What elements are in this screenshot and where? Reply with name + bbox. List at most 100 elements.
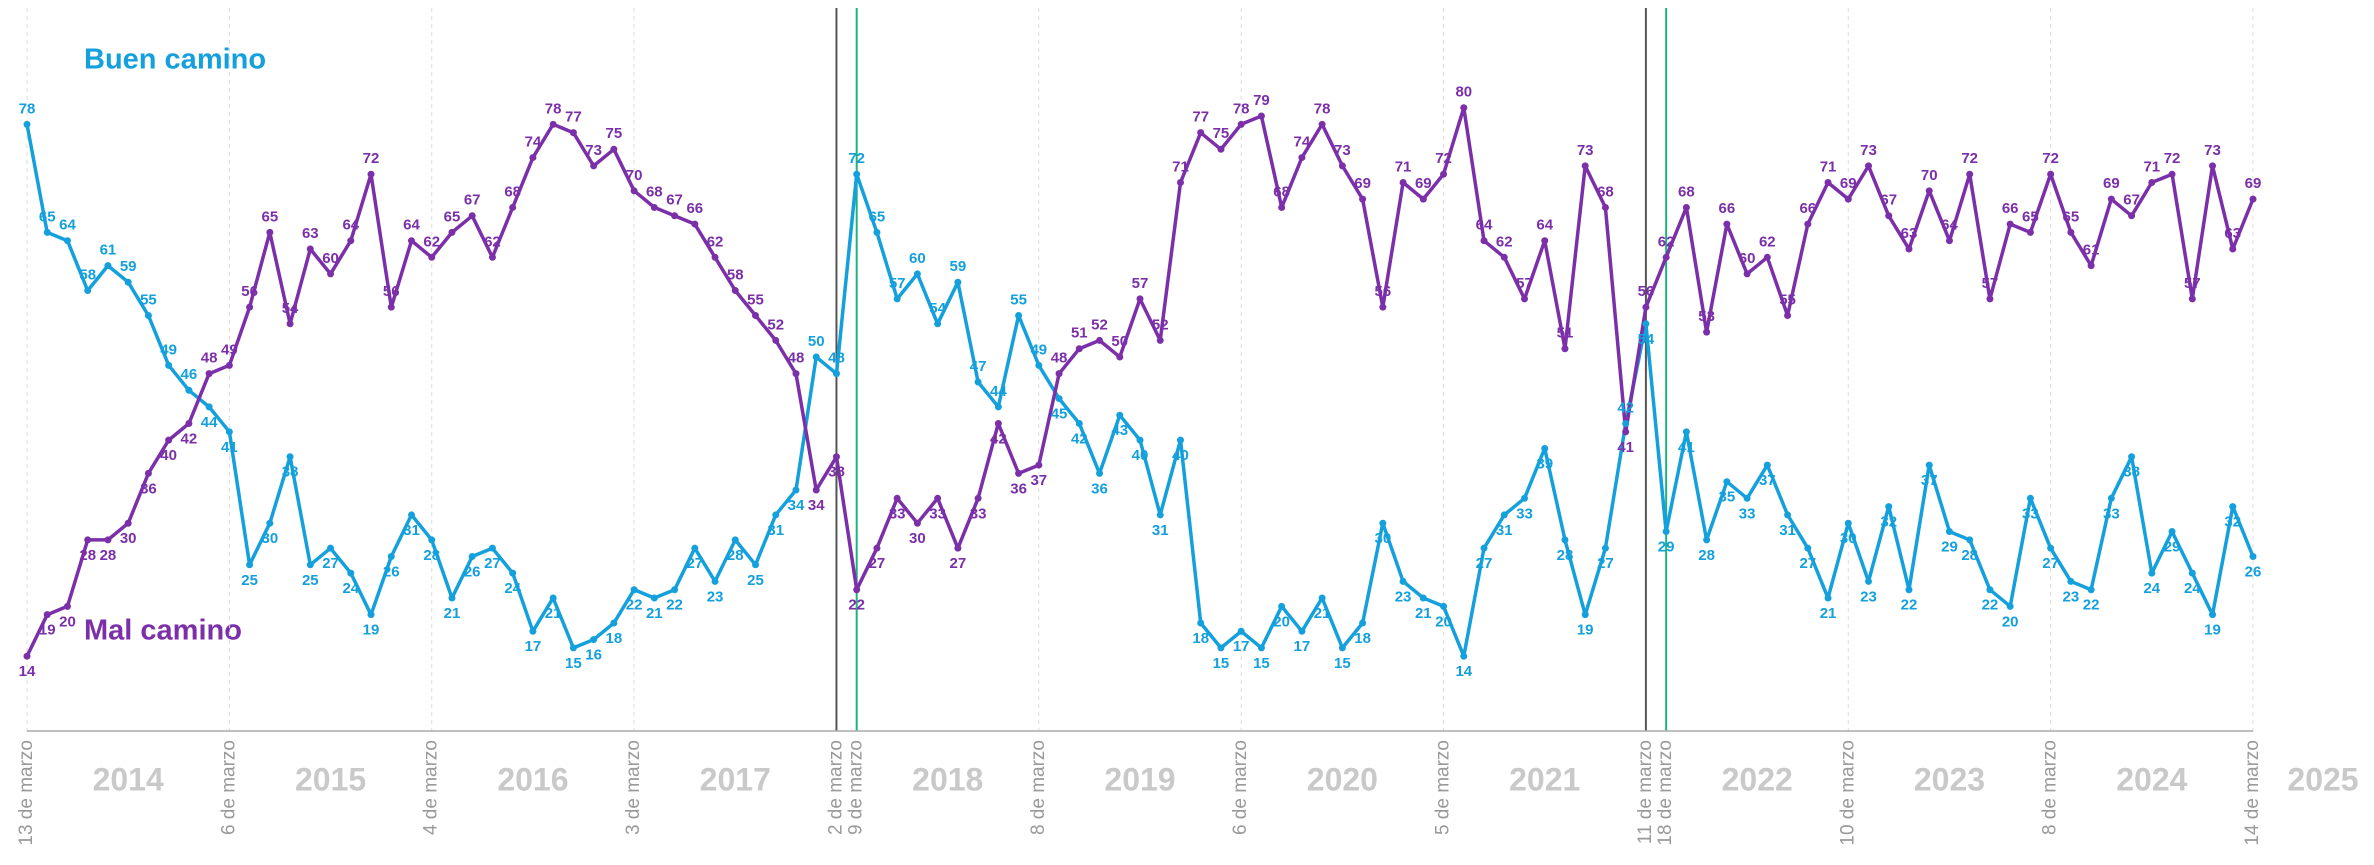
point <box>650 594 658 602</box>
data-label: 52 <box>767 316 784 333</box>
point <box>327 544 335 552</box>
point <box>873 544 881 552</box>
data-label: 19 <box>1577 622 1594 639</box>
point <box>1743 494 1751 502</box>
point <box>1703 328 1711 336</box>
point <box>246 561 254 569</box>
point <box>43 228 51 236</box>
data-label: 48 <box>201 350 218 367</box>
point <box>549 594 557 602</box>
series-line <box>25 105 2255 657</box>
data-label: 72 <box>2164 150 2181 167</box>
data-label: 27 <box>1476 555 1493 572</box>
data-label: 17 <box>1294 638 1311 655</box>
data-label: 24 <box>504 580 521 597</box>
data-label: 65 <box>261 208 278 225</box>
period-label: 2019 <box>1104 761 1175 797</box>
data-label: 52 <box>1152 316 1169 333</box>
data-label: 79 <box>1253 92 1270 109</box>
data-label: 28 <box>1698 547 1715 564</box>
point <box>1460 652 1468 660</box>
data-label: 24 <box>342 580 359 597</box>
data-label: 27 <box>484 555 501 572</box>
period-label: 2022 <box>1722 761 1793 797</box>
point <box>1460 104 1468 112</box>
point <box>165 361 173 369</box>
point <box>1865 162 1873 170</box>
data-label: 73 <box>1577 142 1594 159</box>
data-label: 31 <box>1152 522 1169 539</box>
point <box>1662 253 1670 261</box>
data-label: 58 <box>79 267 96 284</box>
data-label: 71 <box>1172 158 1189 175</box>
point <box>509 569 517 577</box>
data-label: 69 <box>1840 175 1857 192</box>
data-label: 57 <box>1132 275 1149 292</box>
data-label: 18 <box>1354 630 1371 647</box>
point <box>1703 536 1711 544</box>
data-label: 21 <box>1415 605 1432 622</box>
data-label: 32 <box>2224 514 2241 531</box>
point <box>2148 179 2156 187</box>
point <box>1844 195 1852 203</box>
point <box>2168 528 2176 536</box>
point <box>1338 162 1346 170</box>
data-label: 30 <box>261 530 278 547</box>
point <box>893 494 901 502</box>
data-label: 78 <box>1233 100 1250 117</box>
point <box>266 519 274 527</box>
data-label: 62 <box>1658 233 1675 250</box>
data-label: 64 <box>403 217 420 234</box>
point <box>104 262 112 270</box>
data-label: 37 <box>1030 472 1047 489</box>
point <box>873 228 881 236</box>
data-label: 15 <box>1334 655 1351 672</box>
point <box>2188 569 2196 577</box>
data-label: 32 <box>1880 514 1897 531</box>
point <box>1581 162 1589 170</box>
point <box>327 270 335 278</box>
data-label: 42 <box>1617 399 1634 416</box>
point <box>731 287 739 295</box>
data-label: 66 <box>2002 200 2019 217</box>
data-label: 40 <box>160 447 177 464</box>
point <box>1925 187 1933 195</box>
data-label: 22 <box>1901 597 1918 614</box>
data-label: 77 <box>1192 109 1209 126</box>
point <box>2128 453 2136 461</box>
data-label: 22 <box>1982 597 1999 614</box>
data-label: 36 <box>140 480 157 497</box>
data-label: 59 <box>950 258 967 275</box>
point <box>1278 602 1286 610</box>
point <box>934 494 942 502</box>
data-label: 25 <box>747 572 764 589</box>
point <box>610 145 618 153</box>
point <box>2249 195 2257 203</box>
point <box>2026 494 2034 502</box>
data-label: 15 <box>565 655 582 672</box>
period-label: 2024 <box>2116 761 2187 797</box>
data-label: 33 <box>1739 505 1756 522</box>
point <box>1399 577 1407 585</box>
data-label: 30 <box>1374 530 1391 547</box>
point <box>1156 336 1164 344</box>
point <box>1217 644 1225 652</box>
point <box>1966 170 1974 178</box>
point <box>1237 120 1245 128</box>
point <box>1359 195 1367 203</box>
data-label: 56 <box>241 283 258 300</box>
point <box>2067 228 2075 236</box>
data-label: 28 <box>79 547 96 564</box>
data-label: 42 <box>990 430 1007 447</box>
period-label: 2025 <box>2287 761 2358 797</box>
data-label: 74 <box>525 134 542 151</box>
data-label: 23 <box>707 588 724 605</box>
data-label: 49 <box>221 341 238 358</box>
data-label: 55 <box>747 291 764 308</box>
point <box>165 436 173 444</box>
point <box>1075 420 1083 428</box>
point <box>23 652 31 660</box>
data-label: 24 <box>2184 580 2201 597</box>
data-label: 29 <box>2164 539 2181 556</box>
point <box>2087 262 2095 270</box>
